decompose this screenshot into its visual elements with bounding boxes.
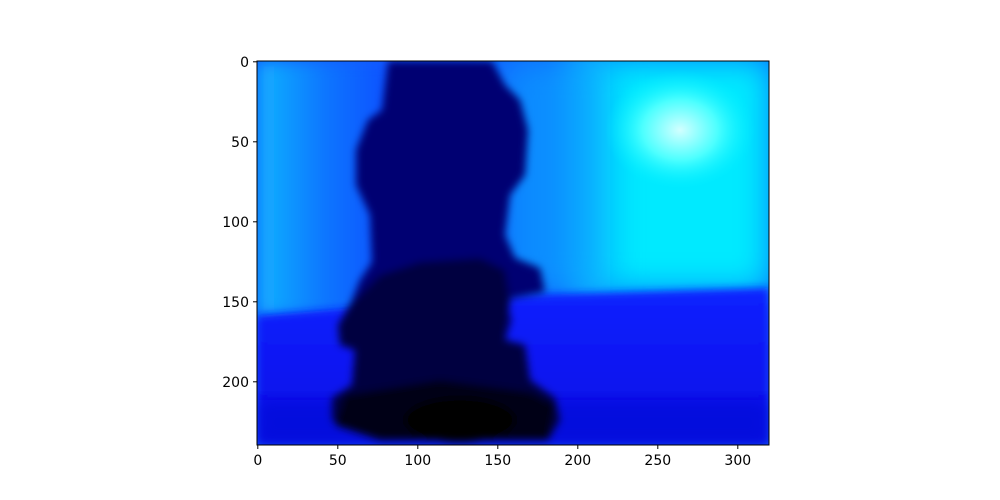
x-tick-label: 300 bbox=[724, 453, 751, 469]
x-tick-label: 50 bbox=[329, 453, 347, 469]
x-tick-label: 250 bbox=[644, 453, 671, 469]
y-tick-label: 0 bbox=[240, 55, 249, 71]
y-tick-label: 50 bbox=[231, 135, 249, 151]
x-tick-label: 200 bbox=[564, 453, 591, 469]
object-silhouette bbox=[332, 61, 560, 442]
x-tick-label: 150 bbox=[484, 453, 511, 469]
x-axis: 0 50 100 150 200 250 300 bbox=[253, 445, 751, 469]
y-axis: 0 50 100 150 200 bbox=[222, 55, 257, 391]
x-tick-label: 100 bbox=[404, 453, 431, 469]
heatmap-image bbox=[257, 61, 769, 445]
y-tick-label: 200 bbox=[222, 375, 249, 391]
plot-frame bbox=[256, 60, 770, 446]
y-tick-label: 100 bbox=[222, 215, 249, 231]
x-tick-label: 0 bbox=[253, 453, 262, 469]
y-tick-label: 150 bbox=[222, 295, 249, 311]
